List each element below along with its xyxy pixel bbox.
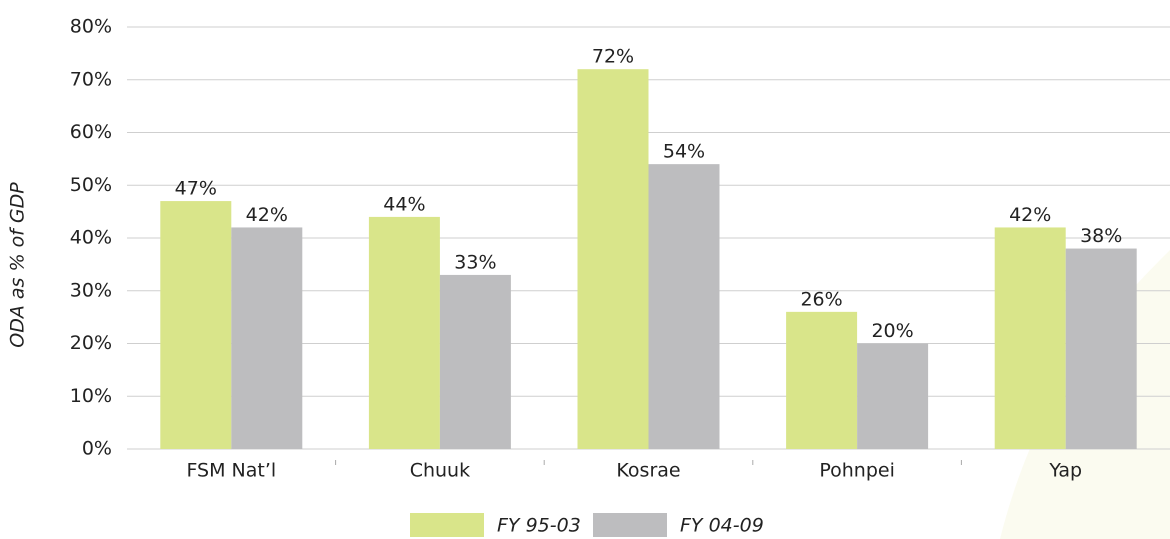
- data-label: 42%: [246, 204, 288, 226]
- y-tick-label: 40%: [70, 227, 112, 249]
- y-tick-label: 50%: [70, 174, 112, 196]
- data-label: 42%: [1009, 204, 1051, 226]
- x-tick-label: FSM Nat’l: [186, 460, 276, 482]
- data-label: 44%: [383, 193, 425, 215]
- data-label: 54%: [663, 141, 705, 163]
- y-tick-label: 60%: [70, 121, 112, 143]
- legend-swatch: [593, 513, 667, 537]
- bar: [231, 227, 303, 449]
- data-label: 33%: [454, 251, 496, 273]
- x-tick-label: Kosrae: [616, 460, 680, 482]
- data-label: 38%: [1080, 225, 1122, 247]
- bar: [1065, 248, 1137, 449]
- bar: [786, 311, 858, 449]
- x-tick-label: Chuuk: [410, 460, 470, 482]
- bar: [648, 164, 720, 449]
- y-tick-label: 0%: [82, 438, 112, 460]
- y-tick-label: 10%: [70, 385, 112, 407]
- legend-swatch: [410, 513, 484, 537]
- x-tick-label: Yap: [1048, 460, 1082, 482]
- bar: [368, 216, 440, 449]
- data-label: 72%: [592, 46, 634, 68]
- bar: [994, 227, 1066, 449]
- bar: [160, 201, 232, 449]
- legend-label: FY 04-09: [680, 515, 764, 537]
- bar: [577, 69, 649, 449]
- data-label: 47%: [175, 178, 217, 200]
- y-axis-label: ODA as % of GDP: [7, 182, 29, 348]
- y-tick-label: 70%: [70, 68, 112, 90]
- y-tick-label: 20%: [70, 332, 112, 354]
- data-label: 26%: [800, 288, 842, 310]
- data-label: 20%: [871, 320, 913, 342]
- legend-label: FY 95-03: [497, 515, 581, 537]
- bar: [857, 343, 929, 449]
- y-tick-label: 80%: [70, 16, 112, 38]
- y-tick-label: 30%: [70, 279, 112, 301]
- x-tick-label: Pohnpei: [819, 460, 895, 482]
- bar: [439, 274, 511, 449]
